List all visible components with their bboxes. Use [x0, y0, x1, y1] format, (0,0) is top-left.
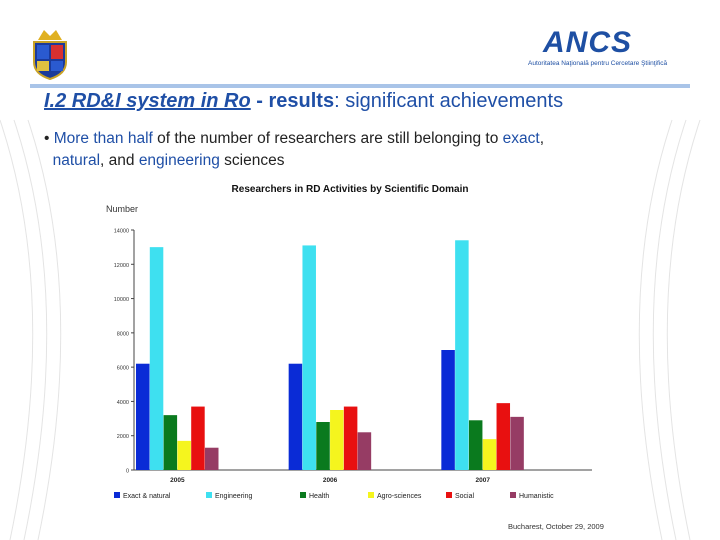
bar-2005-4 [191, 406, 205, 470]
bar-chart: 0 2000 4000 6000 8000 10000 12000 14000 2005 2006… [114, 229, 592, 500]
legend-label: Agro-sciences [377, 493, 422, 500]
bar-2007-2 [468, 420, 483, 470]
coat-of-arms-icon [33, 30, 67, 80]
ancs-logo: ANCS [543, 26, 633, 59]
legend-swatch [510, 492, 516, 498]
bullet-highlight-3: natural [52, 152, 101, 169]
bar-2007-3 [482, 439, 497, 470]
legend-swatch [300, 492, 306, 498]
bar-2006-2 [316, 422, 330, 470]
legend-swatch [368, 492, 374, 498]
x-tick-label: 2006 [323, 477, 338, 484]
bar-2007-1 [455, 240, 469, 470]
bullet-highlight-1: More than half [53, 130, 153, 147]
y-tick-label: 2000 [117, 434, 129, 440]
bullet-highlight-4: engineering [138, 152, 220, 169]
title-part-2: - results [250, 90, 335, 112]
bullet-text-2: , and [100, 152, 139, 169]
title-underline-bar [30, 84, 690, 88]
bar-2006-5 [357, 432, 372, 470]
legend-label: Exact & natural [123, 493, 171, 500]
y-tick-label: 8000 [117, 331, 129, 337]
bar-2005-1 [149, 247, 164, 470]
y-tick-label: 12000 [114, 263, 129, 269]
title-part-1: I.2 RD&I system in Ro [44, 90, 251, 112]
legend-label: Social [455, 493, 475, 500]
bullet-text-1: of the number of researchers are still b… [152, 130, 503, 147]
y-tick-label: 6000 [117, 366, 129, 372]
chart-title: Researchers in RD Activities by Scientif… [231, 184, 469, 195]
y-tick-label: 14000 [114, 229, 129, 235]
bullet-sep: , [539, 130, 545, 147]
slide-title: I.2 RD&I system in Ro - results: signifi… [44, 90, 563, 113]
y-tick-label: 0 [126, 469, 129, 475]
ancs-logo-subtitle: Autoritatea Naţională pentru Cercetare Ş… [528, 60, 668, 67]
bar-2005-3 [177, 440, 191, 470]
bar-2006-1 [302, 245, 316, 470]
legend-label: Health [309, 493, 329, 500]
x-tick-label: 2007 [475, 477, 490, 484]
bullet-text-3: sciences [219, 152, 285, 169]
bar-2007-4 [496, 403, 511, 470]
legend-label: Engineering [215, 493, 252, 500]
x-tick-label: 2005 [170, 477, 185, 484]
title-part-3: : significant achievements [334, 90, 564, 112]
bar-2006-4 [343, 406, 358, 470]
bullet-prefix: • [44, 130, 54, 147]
bar-2006-0 [288, 363, 303, 470]
bar-2005-0 [136, 363, 150, 470]
y-axis-label: Number [106, 204, 139, 214]
bar-2005-5 [205, 447, 219, 470]
y-tick-label: 10000 [114, 297, 129, 303]
bar-2006-3 [330, 410, 344, 470]
bullet-highlight-2: exact [502, 130, 540, 147]
chart-container: Researchers in RD Activities by Scientif… [100, 178, 600, 514]
bar-2005-2 [163, 415, 178, 470]
y-tick-label: 4000 [117, 400, 129, 406]
footer-date: Bucharest, October 29, 2009 [508, 522, 604, 531]
legend-swatch [114, 492, 120, 498]
bullet-point: • More than half of the number of resear… [44, 128, 684, 172]
legend-label: Humanistic [519, 493, 554, 500]
legend-swatch [446, 492, 452, 498]
legend-swatch [206, 492, 212, 498]
bar-2007-5 [510, 416, 524, 470]
bar-2007-0 [441, 350, 455, 470]
